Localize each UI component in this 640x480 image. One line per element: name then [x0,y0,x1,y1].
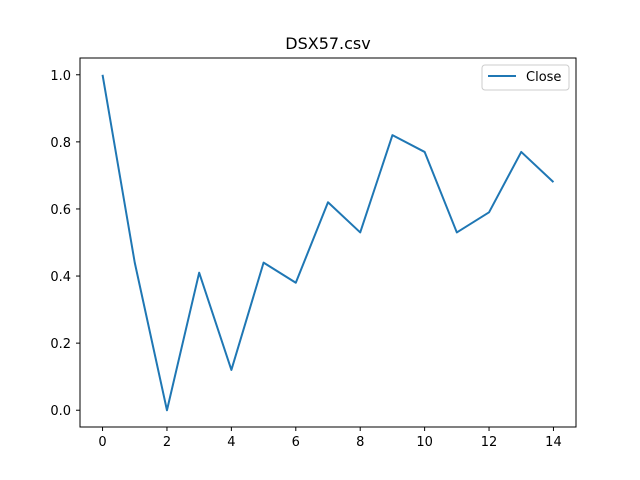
legend-box [481,64,570,91]
x-tick-label: 10 [416,435,433,450]
chart-title: DSX57.csv [285,34,370,53]
y-tick-label: 0.8 [50,136,71,151]
series-line-close [101,74,555,412]
x-tick-label: 8 [356,435,364,450]
x-tick-label: 4 [227,435,235,450]
x-axis: 0 2 4 6 8 10 12 14 [98,427,562,450]
y-tick-label: 0.0 [50,404,71,419]
y-tick-label: 0.4 [50,270,71,285]
x-tick-label: 0 [98,435,106,450]
legend: Close [481,64,570,91]
y-tick-label: 0.6 [50,203,71,218]
x-tick-label: 6 [292,435,300,450]
legend-label-close: Close [526,70,561,85]
x-tick-label: 2 [163,435,171,450]
plot-frame [79,57,577,428]
plot-series [101,74,555,412]
y-axis: 0.0 0.2 0.4 0.6 0.8 1.0 [50,69,80,419]
x-tick-label: 14 [545,435,562,450]
y-tick-label: 1.0 [50,69,71,84]
x-tick-label: 12 [481,435,498,450]
y-tick-label: 0.2 [50,337,71,352]
